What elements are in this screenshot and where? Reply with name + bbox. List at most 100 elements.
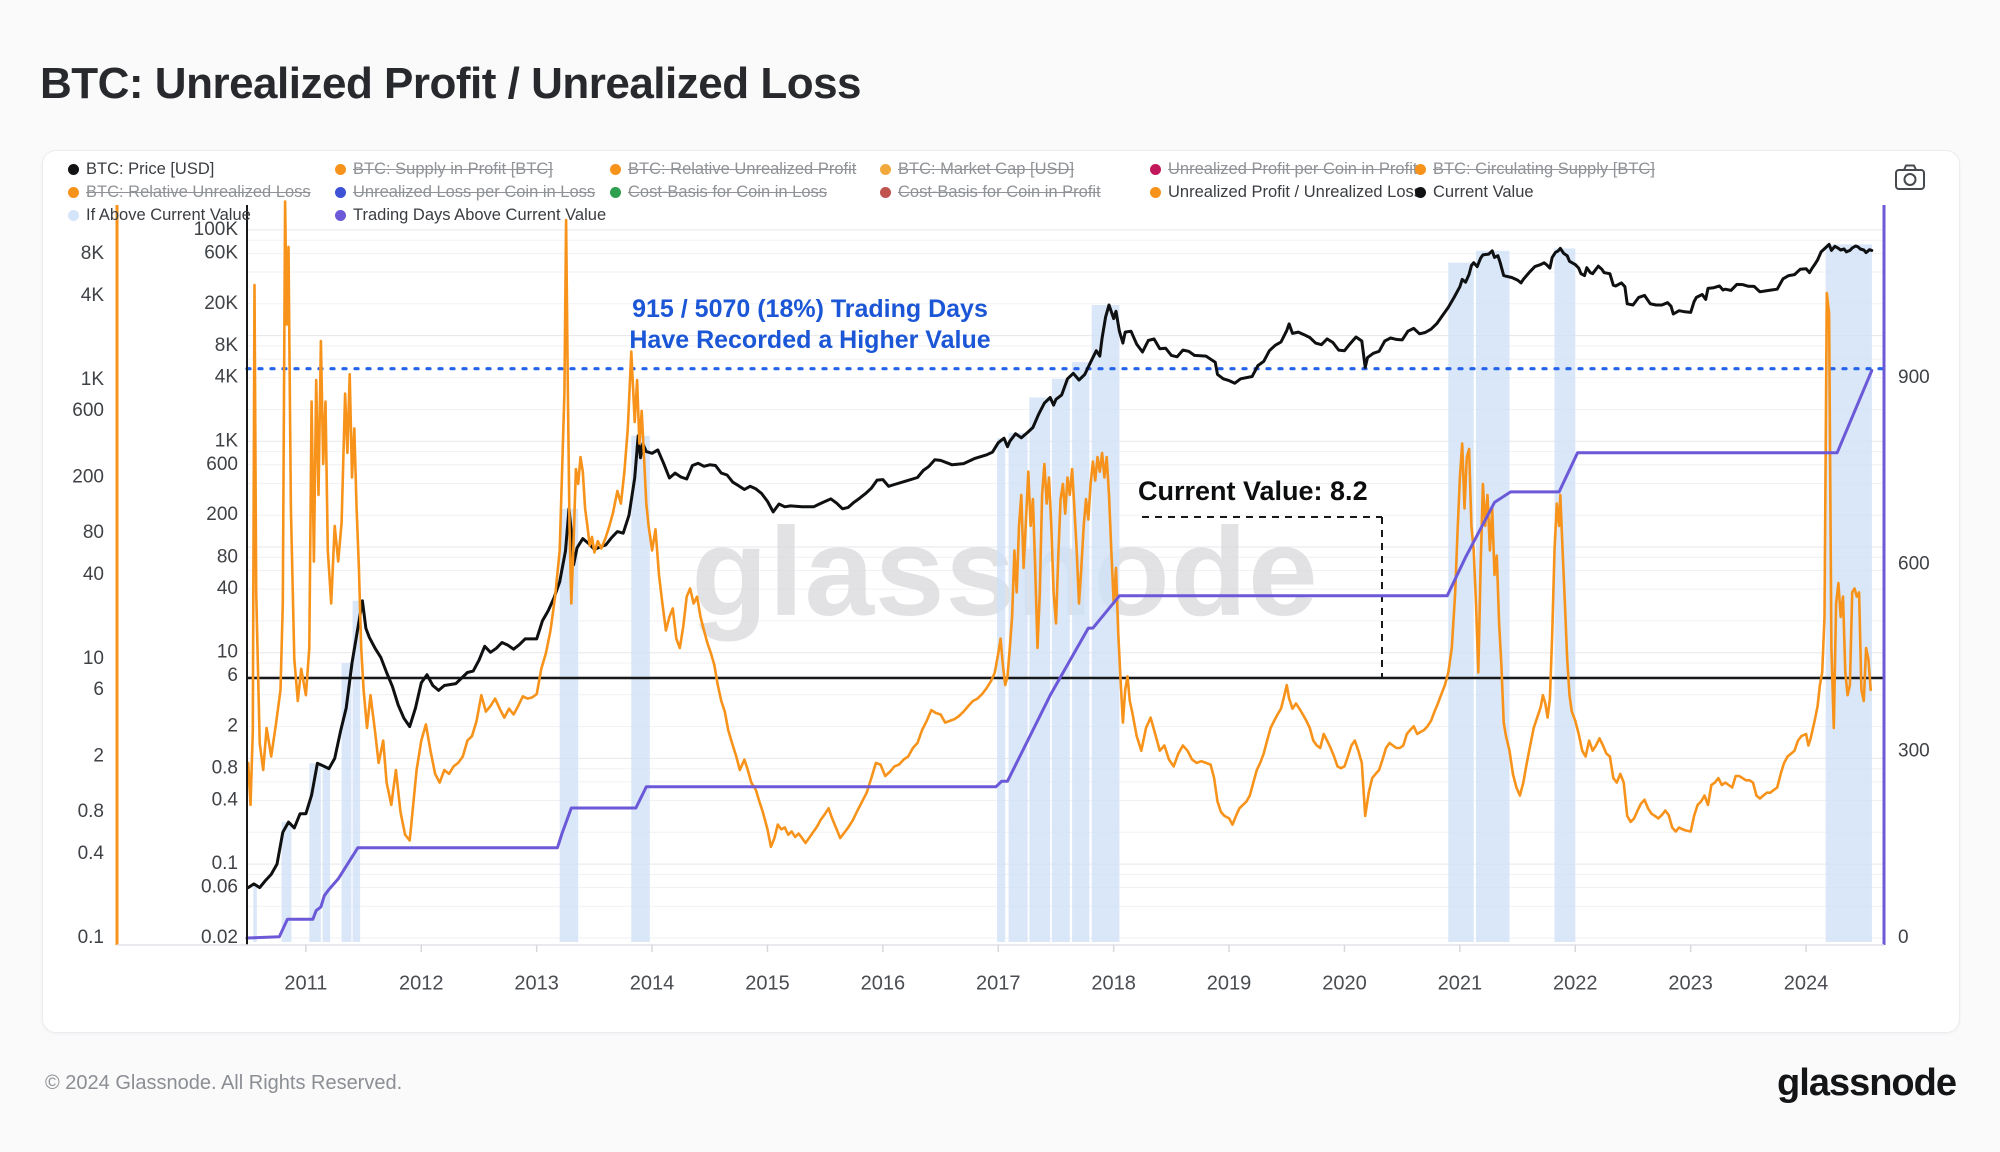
axis-tick-label: 0.8 — [78, 801, 104, 822]
axis-tick-label: 0.8 — [212, 758, 238, 779]
axis-tick-label: 600 — [72, 400, 104, 421]
trading-days-line — [245, 369, 1874, 940]
legend-item-btc-relative-unrealized-loss[interactable]: BTC: Relative Unrealized Loss — [68, 183, 311, 202]
axis-tick-label: 1K — [215, 430, 239, 451]
legend-label: BTC: Relative Unrealized Profit — [628, 160, 857, 178]
axis-tick-label: 0 — [1898, 927, 1909, 948]
legend-item-unrealized-profit-unrealized-loss[interactable]: Unrealized Profit / Unrealized Loss — [1150, 183, 1422, 202]
current-value-annotation: Current Value: 8.2 — [1138, 476, 1368, 506]
above-current-value-band — [352, 600, 361, 942]
legend-dot — [335, 210, 346, 221]
legend-item-cost-basis-for-coin-in-loss[interactable]: Cost-Basis for Coin in Loss — [610, 183, 827, 202]
legend-label: Cost-Basis for Coin in Profit — [898, 183, 1101, 201]
axis-tick-label: 6 — [93, 679, 104, 700]
axis-tick-label: 60K — [204, 242, 238, 263]
above-current-value-band — [1029, 397, 1051, 942]
axis-tick-label: 200 — [72, 467, 104, 488]
axis-tick-label: 100K — [194, 219, 239, 240]
axis-tick-label: 900 — [1898, 367, 1930, 388]
legend-label: BTC: Supply in Profit [BTC] — [353, 160, 553, 178]
axis-tick-label: 600 — [1898, 554, 1930, 575]
legend-item-unrealized-loss-per-coin-in-loss[interactable]: Unrealized Loss per Coin in Loss — [335, 183, 595, 202]
legend-dot — [610, 187, 621, 198]
legend-dot — [1415, 187, 1426, 198]
axis-tick-label: 40 — [83, 564, 104, 585]
axis-tick-label: 2020 — [1322, 972, 1367, 994]
above-current-value-band — [1448, 262, 1474, 942]
axis-tick-label: 2019 — [1207, 972, 1252, 994]
axis-tick-label: 2024 — [1784, 972, 1829, 994]
camera-icon[interactable] — [1893, 162, 1927, 192]
axis-tick-label: 0.1 — [78, 927, 104, 948]
above-current-value-band — [559, 508, 579, 942]
legend-item-btc-circulating-supply-btc[interactable]: BTC: Circulating Supply [BTC] — [1415, 160, 1655, 179]
legend-label: Unrealized Profit per Coin in Profit — [1168, 160, 1418, 178]
axis-tick-label: 2012 — [399, 972, 444, 994]
ratio-line — [246, 200, 1872, 849]
legend-label: Unrealized Loss per Coin in Loss — [353, 183, 596, 201]
legend-label: If Above Current Value — [86, 206, 251, 224]
legend-label: Trading Days Above Current Value — [353, 206, 607, 224]
legend-item-trading-days-above-current-value[interactable]: Trading Days Above Current Value — [335, 206, 606, 225]
axis-tick-label: 8K — [215, 335, 239, 356]
axis-tick-label: 2016 — [861, 972, 906, 994]
axis-tick-label: 10 — [83, 648, 104, 669]
axis-tick-label: 2017 — [976, 972, 1021, 994]
legend-item-current-value[interactable]: Current Value — [1415, 183, 1534, 202]
axis-tick-label: 2022 — [1553, 972, 1598, 994]
axis-tick-label: 0.06 — [201, 877, 238, 898]
axis-tick-label: 80 — [217, 546, 238, 567]
above-current-value-band — [1051, 378, 1070, 942]
legend-dot — [610, 164, 621, 175]
legend-dot — [335, 187, 346, 198]
axis-tick-label: 0.02 — [201, 927, 238, 948]
legend-dot — [880, 187, 891, 198]
legend-dot — [335, 164, 346, 175]
above-current-value-band — [1825, 244, 1872, 942]
legend-item-unrealized-profit-per-coin-in-profit[interactable]: Unrealized Profit per Coin in Profit — [1150, 160, 1417, 179]
above-current-value-band — [997, 438, 1006, 942]
above-current-value-band — [253, 883, 257, 942]
legend-label: Unrealized Profit / Unrealized Loss — [1168, 183, 1423, 201]
axis-tick-label: 4K — [81, 285, 105, 306]
glassnode-logo: glassnode — [1777, 1062, 1957, 1104]
legend-label: Cost-Basis for Coin in Loss — [628, 183, 827, 201]
legend-item-cost-basis-for-coin-in-profit[interactable]: Cost-Basis for Coin in Profit — [880, 183, 1101, 202]
above-current-value-band — [281, 822, 292, 942]
axis-tick-label: 0.4 — [212, 789, 239, 810]
above-current-value-band — [1476, 250, 1510, 943]
above-current-value-band — [341, 663, 352, 942]
legend-dot — [1150, 164, 1161, 175]
axis-tick-label: 0.1 — [212, 853, 238, 874]
legend-dot — [68, 164, 79, 175]
legend-dot — [68, 187, 79, 198]
axis-tick-label: 200 — [206, 504, 238, 525]
axis-tick-label: 6 — [227, 665, 238, 686]
legend-label: BTC: Price [USD] — [86, 160, 215, 178]
trading-days-annotation: 915 / 5070 (18%) Trading Days Have Recor… — [460, 294, 1160, 356]
axis-tick-label: 4K — [215, 367, 239, 388]
axis-tick-label: 2 — [227, 716, 238, 737]
price-line — [246, 242, 1874, 890]
copyright-text: © 2024 Glassnode. All Rights Reserved. — [45, 1072, 403, 1094]
above-current-value-band — [1008, 432, 1028, 942]
legend-item-btc-price-usd[interactable]: BTC: Price [USD] — [68, 160, 214, 179]
axis-tick-label: 2014 — [630, 972, 675, 994]
axis-tick-label: 600 — [206, 454, 238, 475]
legend-item-if-above-current-value[interactable]: If Above Current Value — [68, 206, 251, 225]
legend-item-btc-market-cap-usd[interactable]: BTC: Market Cap [USD] — [880, 160, 1074, 179]
axis-tick-label: 20K — [204, 293, 238, 314]
legend-label: BTC: Circulating Supply [BTC] — [1433, 160, 1655, 178]
axis-tick-label: 2018 — [1091, 972, 1136, 994]
axis-tick-label: 2023 — [1668, 972, 1713, 994]
axis-tick-label: 2 — [93, 746, 104, 767]
axis-tick-label: 2013 — [514, 972, 559, 994]
legend-item-btc-supply-in-profit-btc[interactable]: BTC: Supply in Profit [BTC] — [335, 160, 553, 179]
legend-item-btc-relative-unrealized-profit[interactable]: BTC: Relative Unrealized Profit — [610, 160, 856, 179]
trading-days-annotation-line2: Have Recorded a Higher Value — [629, 326, 991, 354]
axis-tick-label: 1K — [81, 369, 105, 390]
legend-label: Current Value — [1433, 183, 1534, 201]
legend-dot — [68, 210, 79, 221]
legend-dot — [1415, 164, 1426, 175]
axis-tick-label: 10 — [217, 642, 238, 663]
